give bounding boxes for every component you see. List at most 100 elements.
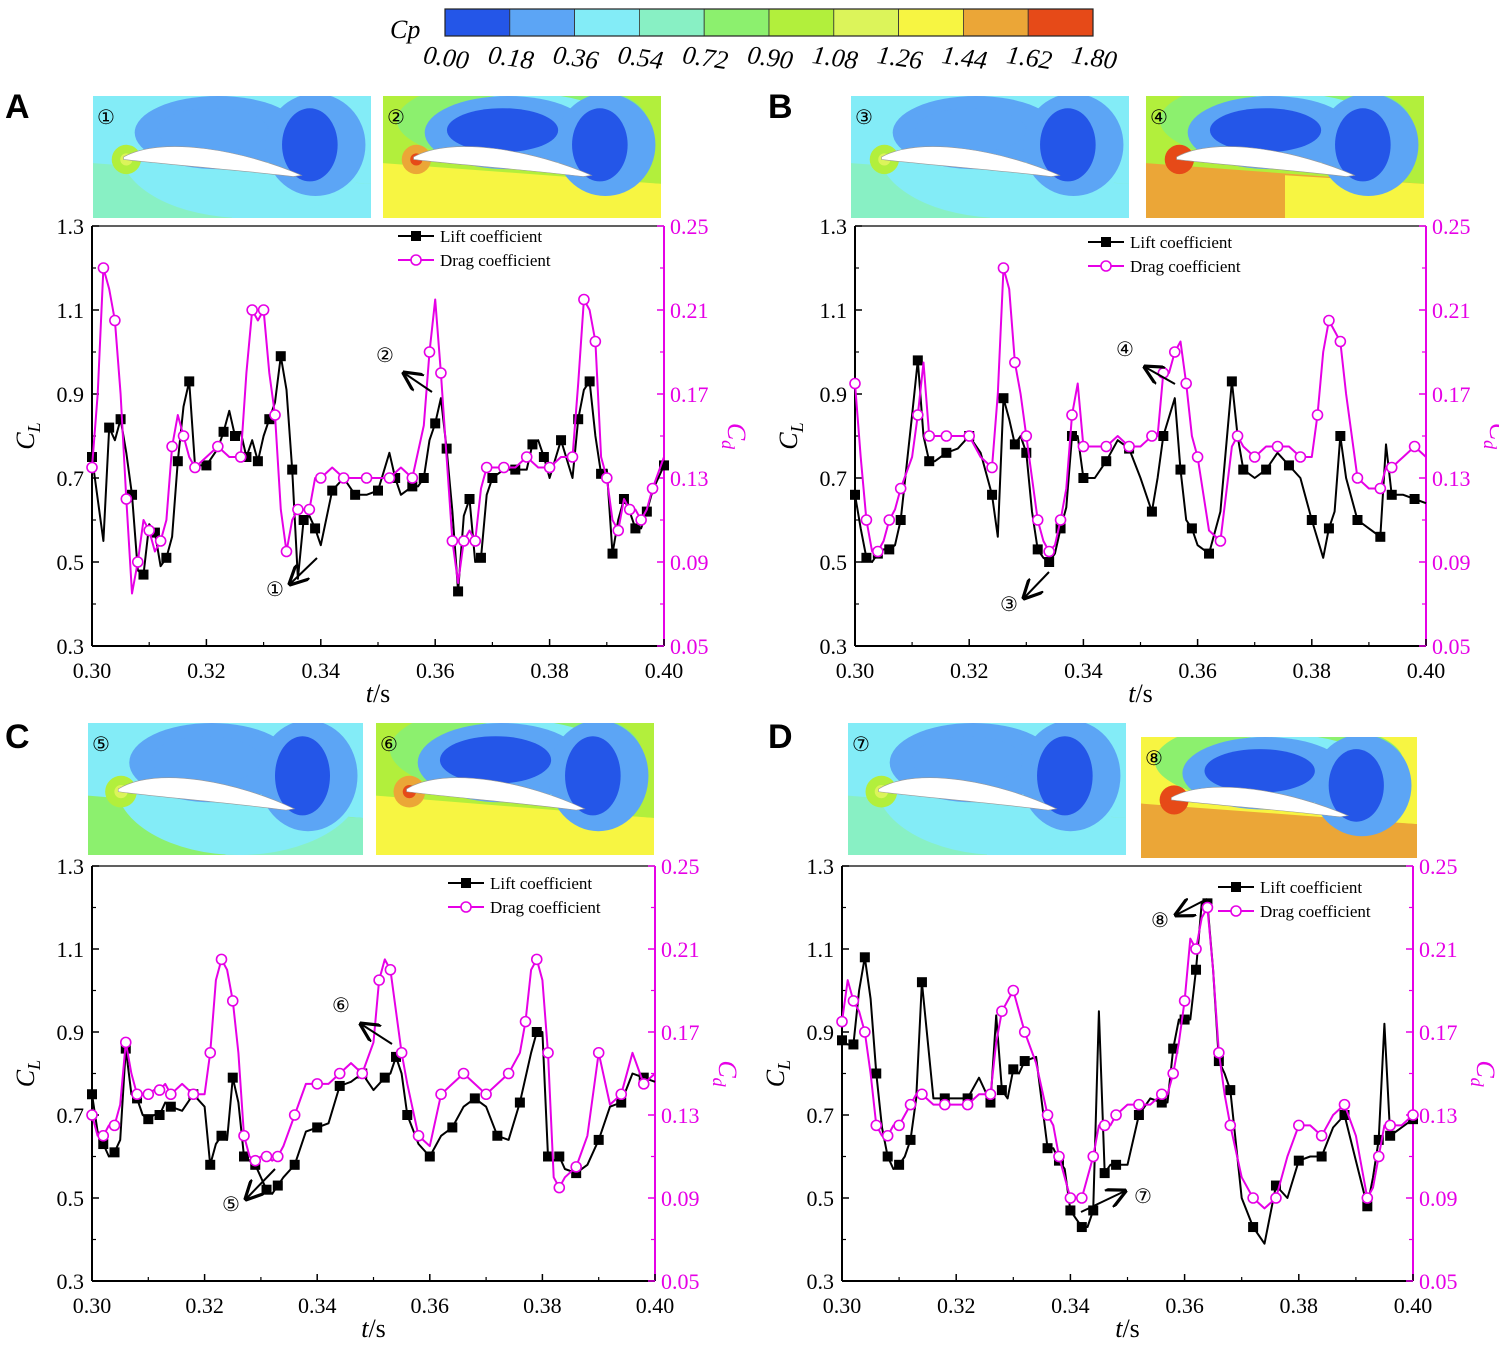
drag-marker xyxy=(271,1150,284,1163)
colorbar: Cp 0.00 0.18 0.36 0.54 0.72 0.90 1.08 1.26 1.44 1… xyxy=(390,8,1119,75)
lift-marker xyxy=(184,376,195,387)
y-tick-label: 0.3 xyxy=(57,634,85,659)
drag-marker xyxy=(1054,514,1067,526)
legend-drag-label: Drag coefficient xyxy=(440,251,551,270)
annotation-arrow xyxy=(404,373,433,393)
y2-tick-label: 0.25 xyxy=(1419,854,1458,879)
drag-marker xyxy=(189,461,201,474)
lift-marker xyxy=(407,481,418,492)
lift-marker xyxy=(1225,1085,1236,1096)
legend: Lift coefficient Drag coefficient xyxy=(1218,878,1371,921)
lift-marker xyxy=(430,418,441,429)
lift-marker xyxy=(916,977,927,988)
panel-letter: C xyxy=(5,718,30,756)
colorbar-tick-label: 0.18 xyxy=(486,40,535,75)
drag-marker xyxy=(881,1129,894,1142)
drag-marker xyxy=(153,1084,166,1096)
lift-marker xyxy=(1293,1155,1304,1166)
snapshot-3-0: ⑦ xyxy=(848,723,1126,855)
drag-marker xyxy=(566,451,579,463)
airfoil-shape xyxy=(881,146,1061,177)
lift-marker xyxy=(1409,494,1420,504)
y2-tick-label: 0.25 xyxy=(670,214,709,239)
lift-marker xyxy=(848,1039,859,1050)
drag-marker xyxy=(986,461,998,474)
legend-drag-label: Drag coefficient xyxy=(1130,257,1241,276)
drag-marker xyxy=(1066,409,1078,421)
lift-marker xyxy=(287,464,298,475)
snapshot-1-1: ④ xyxy=(1146,96,1424,218)
drag-marker xyxy=(249,1154,262,1167)
lift-marker xyxy=(424,1151,435,1162)
drag-marker xyxy=(154,535,167,547)
colorbar-border xyxy=(444,8,1094,37)
lift-marker xyxy=(554,1151,565,1162)
lift-marker xyxy=(596,468,607,479)
drag-marker xyxy=(1053,1150,1065,1163)
lift-marker xyxy=(154,1110,165,1120)
drag-marker xyxy=(1087,1150,1100,1163)
legend-drag-marker xyxy=(1100,260,1112,272)
lift-marker xyxy=(514,1097,525,1108)
drag-marker xyxy=(333,1067,346,1080)
drag-marker xyxy=(280,545,293,558)
annotation-label: ② xyxy=(376,345,394,367)
legend-lift-label: Lift coefficient xyxy=(490,874,592,893)
drag-marker xyxy=(1323,314,1335,327)
annotation: ② xyxy=(376,345,433,393)
lift-marker xyxy=(1186,523,1197,534)
drag-marker xyxy=(502,1067,515,1080)
legend-drag-label: Drag coefficient xyxy=(490,898,601,917)
y-tick-label: 0.9 xyxy=(807,1020,835,1045)
x-axis-title: t/s xyxy=(361,1314,386,1343)
annotation-label: ⑥ xyxy=(332,995,350,1017)
lift-marker xyxy=(1226,376,1237,387)
drag-marker xyxy=(859,1026,871,1038)
annotation: ⑦ xyxy=(1080,1186,1152,1213)
lift-marker xyxy=(1335,431,1346,441)
panel-letter: D xyxy=(768,718,793,756)
x-tick-label: 0.34 xyxy=(302,658,341,683)
panel-B: B ③ ④ 0.30 0.32 0.34 0.36 0.38 0.40 0.3 0.5 0.7 0.9 1… xyxy=(768,88,1499,708)
snapshot-label: ⑦ xyxy=(852,734,870,756)
colorbar-swatch xyxy=(444,8,511,37)
y2-tick-label: 0.05 xyxy=(1419,1269,1458,1294)
drag-marker xyxy=(480,1088,492,1101)
drag-marker xyxy=(108,1119,121,1132)
drag-marker xyxy=(1043,545,1055,558)
drag-marker xyxy=(519,1015,532,1028)
x-tick-label: 0.40 xyxy=(645,658,684,683)
drag-marker xyxy=(860,514,873,526)
drag-marker xyxy=(847,995,860,1007)
annotation-label: ⑧ xyxy=(1151,910,1169,932)
x-tick-label: 0.40 xyxy=(1394,1293,1433,1318)
y-tick-label: 1.3 xyxy=(807,854,835,879)
colorbar-swatch xyxy=(898,8,964,37)
lift-marker xyxy=(884,544,895,555)
drag-marker xyxy=(373,974,385,986)
lift-marker xyxy=(1339,1110,1350,1120)
lift-marker xyxy=(882,1151,893,1162)
x-axis-title: t/s xyxy=(1115,1314,1140,1343)
lift-marker xyxy=(469,1093,480,1104)
lift-marker xyxy=(543,1151,554,1162)
snapshot-label: ① xyxy=(97,107,115,129)
lift-marker xyxy=(987,489,998,500)
lift-marker xyxy=(1055,523,1066,534)
y-tick-label: 1.3 xyxy=(57,214,85,239)
drag-marker xyxy=(520,451,533,463)
lift-marker xyxy=(312,1122,323,1133)
lift-marker xyxy=(464,494,475,504)
legend-drag-marker xyxy=(1230,905,1242,917)
lift-marker xyxy=(165,1101,176,1112)
lift-marker xyxy=(527,439,538,450)
drag-marker xyxy=(226,995,239,1007)
x-tick-label: 0.30 xyxy=(73,1293,112,1318)
panel-C: C ⑤ ⑥ 0.30 0.32 0.34 0.36 0.38 0.40 0.3 0.5 0.7 0.9 1… xyxy=(5,718,742,1343)
drag-marker xyxy=(1167,1067,1179,1080)
legend-lift-marker xyxy=(461,878,471,888)
lift-marker xyxy=(1065,1205,1076,1216)
y2-tick-label: 0.17 xyxy=(661,1020,700,1045)
lift-marker xyxy=(510,464,521,475)
